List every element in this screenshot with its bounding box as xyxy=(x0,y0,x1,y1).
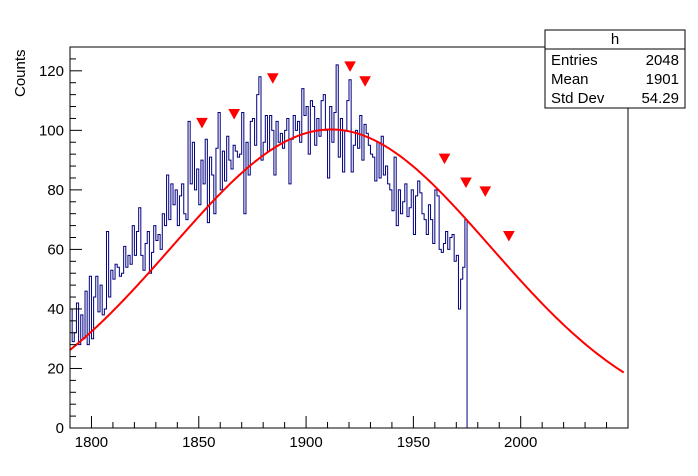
x-tick-label: 1900 xyxy=(289,434,322,451)
stats-stddev-label: Std Dev xyxy=(551,90,605,107)
x-tick-label: 2000 xyxy=(504,434,537,451)
stats-stddev-value: 54.29 xyxy=(641,90,679,107)
peak-marker xyxy=(266,73,279,84)
y-tick-label: 0 xyxy=(56,420,64,437)
peak-marker xyxy=(359,76,371,87)
x-tick-label: 1850 xyxy=(182,434,215,451)
axes: 1800 1850 1900 1950 2000 0 20 40 60 80 100 120 xyxy=(39,46,629,451)
histogram-line xyxy=(70,64,472,429)
peak-marker xyxy=(460,177,472,188)
stats-entries-label: Entries xyxy=(551,52,598,69)
y-tick-label: 60 xyxy=(47,241,64,258)
peak-marker xyxy=(196,117,208,129)
peak-marker xyxy=(344,61,356,72)
y-tick-label: 40 xyxy=(47,301,64,318)
y-tick-label: 20 xyxy=(47,360,64,377)
stats-entries-value: 2048 xyxy=(646,52,679,69)
peak-marker xyxy=(479,186,492,197)
x-tick-label: 1800 xyxy=(75,434,108,451)
y-axis-title: Counts xyxy=(12,49,29,97)
plot-area xyxy=(69,61,625,429)
stats-box-title: h xyxy=(611,31,619,48)
y-tick-label: 100 xyxy=(39,122,64,139)
y-tick-label: 120 xyxy=(39,63,64,80)
peak-marker xyxy=(438,153,451,165)
stats-mean-value: 1901 xyxy=(646,71,679,88)
y-tick-label: 80 xyxy=(47,182,64,199)
stats-box: h Entries 2048 Mean 1901 Std Dev 54.29 xyxy=(544,29,686,109)
peak-marker xyxy=(228,108,241,120)
stats-box-frame xyxy=(544,29,686,109)
x-tick-label: 1950 xyxy=(397,434,430,451)
peak-marker xyxy=(503,231,515,242)
stats-mean-label: Mean xyxy=(551,71,589,88)
fit-curve xyxy=(69,128,625,374)
